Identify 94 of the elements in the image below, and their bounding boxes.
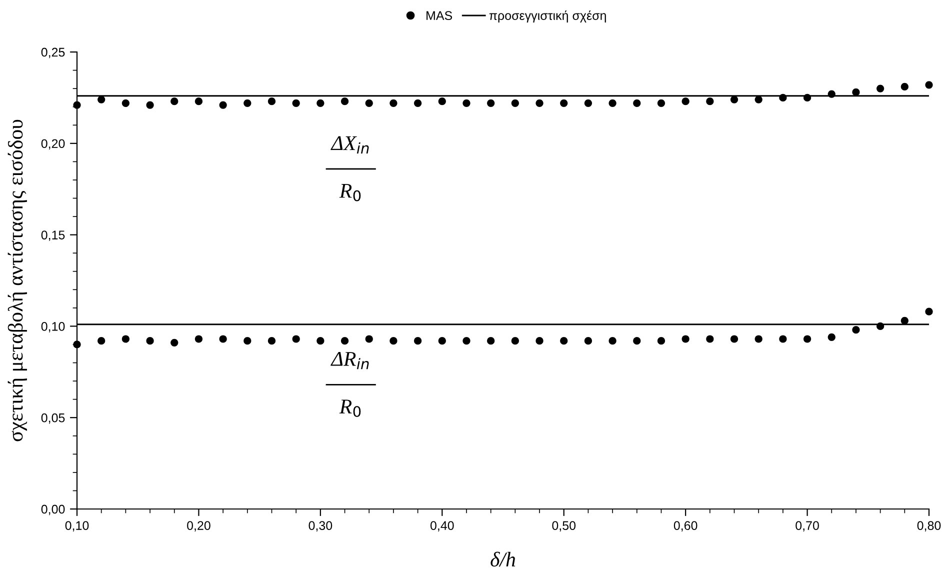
point [633, 337, 641, 345]
point [462, 99, 470, 107]
point [852, 326, 860, 334]
y-tick-label: 0,25 [41, 48, 65, 58]
point [316, 337, 324, 345]
annotation: R$_{0}$ [339, 400, 361, 417]
point [608, 337, 616, 345]
legend-label: MAS [426, 11, 452, 20]
point [73, 101, 81, 109]
point [511, 337, 519, 345]
point [682, 335, 690, 343]
point [73, 340, 81, 348]
annotation: R$_{0}$ [339, 184, 361, 202]
y-axis-title: σχετική μεταβολή αντίστασης εισόδου [8, 120, 27, 442]
point [803, 94, 812, 102]
point [876, 84, 884, 92]
point [292, 335, 300, 343]
point [584, 337, 592, 345]
point [268, 337, 276, 345]
point [268, 98, 276, 106]
point [730, 96, 738, 104]
point [657, 337, 666, 345]
point [852, 88, 860, 96]
x-tick-label: 0,30 [308, 521, 332, 532]
x-axis-title: δ/h [490, 552, 516, 567]
point [682, 98, 690, 106]
point [779, 94, 787, 102]
x-tick-label: 0,20 [187, 521, 210, 532]
y-tick-label: 0,00 [41, 504, 65, 516]
legend-label: προσεγγιστική σχέση [489, 10, 606, 22]
x-tick-label: 0,50 [552, 521, 576, 532]
point [365, 335, 373, 343]
point [219, 335, 227, 343]
annotation: ΔR$_{in}$ [330, 352, 369, 370]
point [292, 99, 300, 107]
point [828, 90, 836, 98]
point [340, 98, 349, 106]
point [608, 99, 616, 107]
point [414, 99, 422, 107]
point [925, 81, 933, 89]
point [487, 337, 495, 345]
point [560, 99, 568, 107]
point [170, 98, 178, 106]
point [98, 96, 106, 104]
x-tick-label: 0,40 [430, 521, 454, 532]
point [925, 308, 933, 316]
point [170, 338, 178, 346]
x-tick-label: 0,60 [674, 521, 698, 532]
y-tick-label: 0,20 [41, 139, 65, 150]
point [365, 99, 373, 107]
point [511, 99, 519, 107]
point [194, 335, 203, 343]
point [122, 99, 130, 107]
point [803, 335, 812, 343]
x-tick-label: 0,80 [917, 521, 941, 532]
point [194, 98, 203, 106]
point [754, 96, 762, 104]
x-tick-label: 0,70 [796, 521, 819, 532]
point [536, 337, 544, 345]
y-tick-label: 0,10 [41, 322, 65, 332]
point [462, 337, 470, 345]
point [560, 337, 568, 345]
point [146, 101, 154, 109]
point [414, 337, 422, 345]
annotation: ΔX$_{in}$ [330, 136, 369, 154]
point [876, 322, 884, 330]
point [584, 99, 592, 107]
point [316, 99, 324, 107]
point [244, 337, 252, 345]
point [244, 99, 252, 107]
point [633, 99, 641, 107]
point [657, 99, 666, 107]
point [900, 82, 908, 91]
point [390, 337, 398, 345]
y-tick-label: 0,05 [41, 413, 65, 424]
point [828, 333, 836, 341]
point [900, 316, 908, 325]
point [122, 335, 130, 343]
point [706, 98, 714, 106]
point [754, 335, 762, 343]
y-tick-label: 0,15 [41, 230, 65, 241]
point [146, 337, 154, 345]
point [536, 99, 544, 107]
point [219, 101, 227, 109]
point [487, 99, 495, 107]
point [779, 335, 787, 343]
x-tick-label: 0,10 [65, 521, 89, 532]
point [730, 335, 738, 343]
point [706, 335, 714, 343]
point [340, 337, 349, 345]
point [390, 99, 398, 107]
point [438, 98, 446, 106]
point [98, 337, 106, 345]
point [438, 337, 446, 345]
